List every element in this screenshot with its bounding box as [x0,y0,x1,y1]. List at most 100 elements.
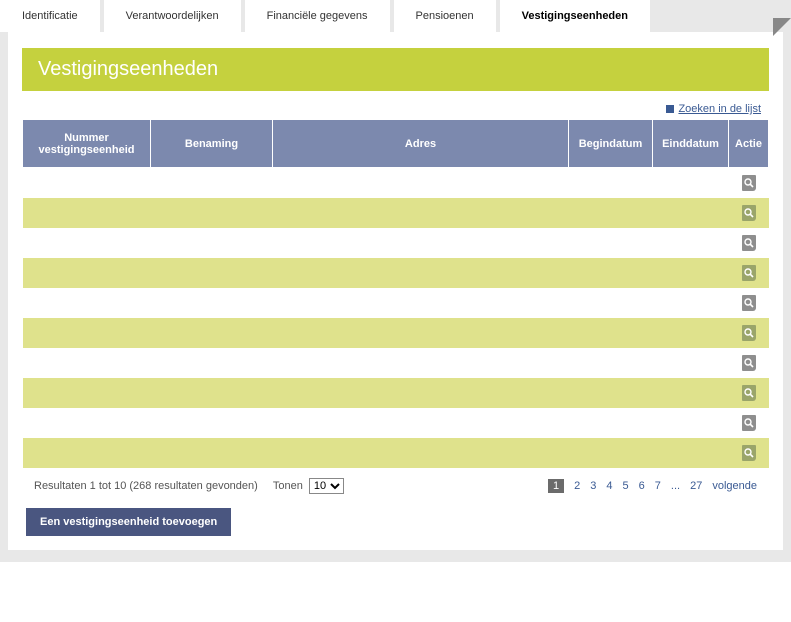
cell-begindatum [569,438,653,468]
cell-adres [273,408,569,438]
magnify-icon[interactable] [742,235,756,251]
magnify-icon[interactable] [742,355,756,371]
cell-begindatum [569,348,653,378]
cell-begindatum [569,378,653,408]
tab-bar: Identificatie Verantwoordelijken Financi… [0,0,791,32]
cell-adres [273,258,569,288]
page-ellipsis: ... [671,480,680,492]
cell-begindatum [569,288,653,318]
col-nummer[interactable]: Nummer vestigingseenheid [23,120,151,168]
cell-actie [729,378,769,408]
results-table: Nummer vestigingseenheid Benaming Adres … [22,119,769,468]
cell-actie [729,288,769,318]
page-3[interactable]: 3 [590,480,596,492]
page-size-select[interactable]: 10 [309,478,344,494]
cell-begindatum [569,198,653,228]
cell-nummer [23,198,151,228]
magnify-icon[interactable] [742,385,756,401]
table-row [23,318,769,348]
tab-vestigingseenheden[interactable]: Vestigingseenheden [500,0,650,32]
cell-nummer [23,378,151,408]
cell-adres [273,438,569,468]
cell-benaming [151,228,273,258]
cell-actie [729,438,769,468]
cell-adres [273,318,569,348]
cell-begindatum [569,408,653,438]
tab-corner-decoration [773,18,791,36]
table-row [23,348,769,378]
col-begindatum[interactable]: Begindatum [569,120,653,168]
cell-adres [273,288,569,318]
page-1[interactable]: 1 [548,479,564,493]
cell-adres [273,348,569,378]
cell-einddatum [653,318,729,348]
table-row [23,408,769,438]
magnify-icon[interactable] [742,295,756,311]
cell-begindatum [569,318,653,348]
col-einddatum[interactable]: Einddatum [653,120,729,168]
table-row [23,258,769,288]
cell-benaming [151,258,273,288]
cell-begindatum [569,258,653,288]
magnify-icon[interactable] [742,265,756,281]
table-footer: Resultaten 1 tot 10 (268 resultaten gevo… [22,468,769,502]
tab-pensioenen[interactable]: Pensioenen [394,0,496,32]
cell-actie [729,348,769,378]
table-row [23,378,769,408]
search-link[interactable]: Zoeken in de lijst [678,103,761,115]
cell-benaming [151,198,273,228]
results-count-text: Resultaten 1 tot 10 (268 resultaten gevo… [34,480,258,492]
cell-einddatum [653,168,729,198]
tab-financiele[interactable]: Financiële gegevens [245,0,390,32]
cell-adres [273,228,569,258]
cell-einddatum [653,288,729,318]
cell-nummer [23,258,151,288]
magnify-icon[interactable] [742,205,756,221]
cell-nummer [23,288,151,318]
add-vestigingseenheid-button[interactable]: Een vestigingseenheid toevoegen [26,508,231,536]
cell-benaming [151,168,273,198]
cell-nummer [23,438,151,468]
cell-actie [729,228,769,258]
cell-begindatum [569,228,653,258]
cell-einddatum [653,378,729,408]
cell-benaming [151,378,273,408]
cell-begindatum [569,168,653,198]
cell-benaming [151,438,273,468]
cell-nummer [23,228,151,258]
table-row [23,198,769,228]
col-benaming[interactable]: Benaming [151,120,273,168]
cell-benaming [151,348,273,378]
magnify-icon[interactable] [742,325,756,341]
cell-einddatum [653,438,729,468]
magnify-icon[interactable] [742,415,756,431]
tab-verantwoordelijken[interactable]: Verantwoordelijken [104,0,241,32]
table-header-row: Nummer vestigingseenheid Benaming Adres … [23,120,769,168]
col-adres[interactable]: Adres [273,120,569,168]
page-6[interactable]: 6 [639,480,645,492]
cell-nummer [23,408,151,438]
cell-einddatum [653,198,729,228]
cell-adres [273,378,569,408]
page-7[interactable]: 7 [655,480,661,492]
cell-adres [273,168,569,198]
search-icon [666,105,674,113]
search-row: Zoeken in de lijst [22,99,769,119]
cell-nummer [23,318,151,348]
tab-identificatie[interactable]: Identificatie [0,0,100,32]
page-last[interactable]: 27 [690,480,702,492]
cell-einddatum [653,228,729,258]
cell-benaming [151,318,273,348]
col-actie: Actie [729,120,769,168]
page-next[interactable]: volgende [712,480,757,492]
cell-actie [729,408,769,438]
table-row [23,288,769,318]
magnify-icon[interactable] [742,445,756,461]
page-4[interactable]: 4 [606,480,612,492]
page-2[interactable]: 2 [574,480,580,492]
cell-einddatum [653,348,729,378]
cell-actie [729,168,769,198]
page-5[interactable]: 5 [623,480,629,492]
cell-adres [273,198,569,228]
magnify-icon[interactable] [742,175,756,191]
